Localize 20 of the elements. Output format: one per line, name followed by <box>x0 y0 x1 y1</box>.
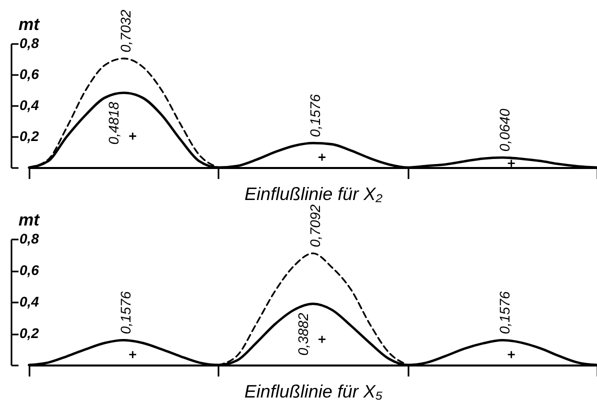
data-label: 0,4818 <box>106 102 122 145</box>
y-tick-label: 0,2 <box>20 324 40 340</box>
x-axis-title: Einflußlinie für X₅ <box>244 380 383 401</box>
data-label: 0,7032 <box>118 9 134 53</box>
y-tick-label: 0,6 <box>20 262 40 278</box>
y-axis-title: mt <box>18 210 41 229</box>
data-label: 0,3882 <box>295 312 311 356</box>
y-tick-label: 0,2 <box>20 128 40 144</box>
y-tick-label: 0,8 <box>20 230 40 246</box>
y-axis-title: mt <box>18 15 41 34</box>
y-tick-label: 0,4 <box>20 293 40 309</box>
data-label: 0,1576 <box>118 290 134 334</box>
data-label: 0,7092 <box>307 204 323 247</box>
data-label: 0,0640 <box>496 108 512 152</box>
y-tick-label: 0,8 <box>20 35 40 51</box>
data-label: 0,1576 <box>307 94 323 138</box>
x-axis-title: Einflußlinie für X₂ <box>244 184 383 204</box>
data-label: 0,1576 <box>496 290 512 334</box>
y-tick-label: 0,6 <box>20 66 40 82</box>
y-tick-label: 0,4 <box>20 97 40 113</box>
